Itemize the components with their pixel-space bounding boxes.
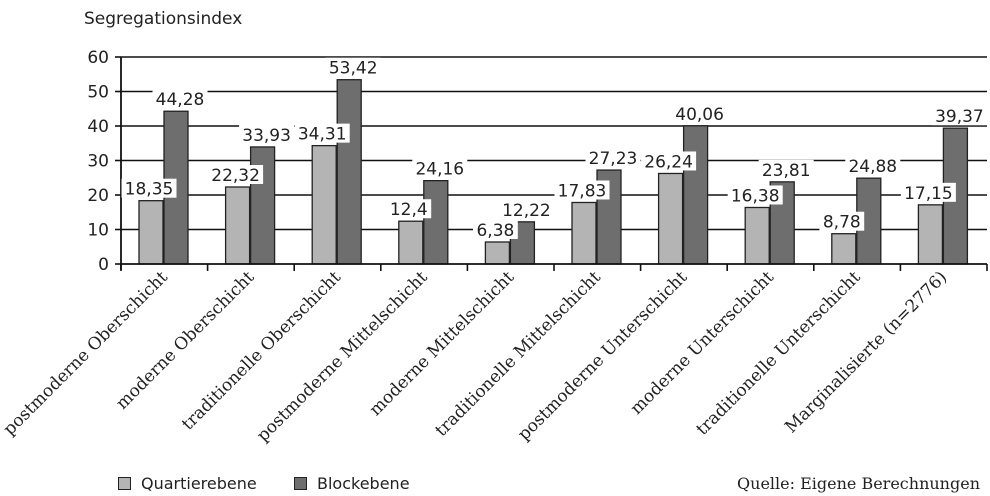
y-tick-label: 50 bbox=[87, 83, 109, 103]
data-label-quartierebene-bg bbox=[386, 199, 432, 219]
data-label-blockebene-bg bbox=[325, 57, 381, 77]
legend-item-blockebene: Blockebene bbox=[294, 473, 410, 493]
source-note: Quelle: Eigene Berechnungen bbox=[737, 474, 980, 493]
y-tick-label: 20 bbox=[87, 186, 109, 206]
axes bbox=[115, 56, 988, 271]
data-label-blockebene-bg bbox=[152, 89, 208, 109]
data-label-blockebene: 40,06 bbox=[675, 105, 724, 125]
x-tick-label: traditionelle Mittelschicht bbox=[431, 267, 605, 441]
bar-quartierebene bbox=[917, 204, 944, 265]
data-label-quartierebene: 8,78 bbox=[823, 213, 861, 233]
data-label-blockebene-bg bbox=[498, 199, 554, 219]
bar-blockebene bbox=[423, 179, 449, 265]
x-tick-label: moderne Mittelschicht bbox=[366, 267, 519, 420]
y-tick-label: 10 bbox=[87, 221, 109, 241]
data-label-blockebene: 23,81 bbox=[762, 161, 811, 181]
y-tick-label: 0 bbox=[98, 255, 109, 275]
data-label-quartierebene-bg bbox=[121, 178, 177, 198]
x-tick-label: Marginalisierte (n=2776) bbox=[781, 267, 951, 437]
data-label-quartierebene: 26,24 bbox=[644, 152, 693, 172]
bar-quartierebene bbox=[831, 233, 857, 265]
y-tick-label: 60 bbox=[87, 48, 109, 68]
bar-blockebene bbox=[682, 125, 709, 265]
bar-quartierebene bbox=[571, 201, 597, 265]
x-tick-label: moderne Unterschicht bbox=[627, 267, 778, 418]
bar-quartierebene bbox=[311, 144, 337, 265]
legend-label-blockebene: Blockebene bbox=[317, 473, 410, 493]
x-tick-label: traditionelle Oberschicht bbox=[178, 267, 345, 434]
legend-label-quartierebene: Quartierebene bbox=[141, 473, 257, 493]
data-label-blockebene: 12,22 bbox=[502, 201, 551, 221]
x-tick-label: traditionelle Unterschicht bbox=[692, 267, 864, 439]
data-label-quartierebene-bg bbox=[900, 182, 956, 202]
data-label-quartierebene-bg bbox=[727, 185, 783, 205]
data-labels: 18,35 44,28 22,32 33,93 34,31 53,42 12,4 24,16 6… bbox=[121, 57, 987, 241]
data-label-quartierebene-bg bbox=[208, 164, 264, 184]
data-label-quartierebene-bg bbox=[819, 211, 865, 231]
data-label-blockebene-bg bbox=[239, 124, 295, 144]
y-tick-label: 40 bbox=[87, 117, 109, 137]
data-label-blockebene-bg bbox=[845, 156, 901, 176]
data-label-blockebene: 27,23 bbox=[589, 149, 638, 169]
legend-swatch-quartierebene bbox=[118, 476, 131, 490]
x-tick-label: postmoderne Unterschicht bbox=[514, 267, 691, 444]
y-axis-title: Segregationsindex bbox=[84, 9, 242, 29]
y-tick-label: 30 bbox=[87, 152, 109, 172]
data-label-quartierebene: 34,31 bbox=[298, 125, 347, 145]
data-label-blockebene: 39,37 bbox=[935, 107, 984, 127]
data-label-quartierebene: 6,38 bbox=[476, 221, 514, 241]
data-label-blockebene: 24,16 bbox=[415, 160, 464, 180]
data-label-quartierebene: 16,38 bbox=[731, 186, 780, 206]
data-label-quartierebene-bg bbox=[294, 123, 350, 143]
bar-quartierebene bbox=[744, 206, 770, 265]
data-label-blockebene: 33,93 bbox=[242, 126, 291, 146]
data-label-blockebene-bg bbox=[585, 148, 641, 168]
legend-swatch-blockebene bbox=[294, 476, 307, 490]
legend-item-quartierebene: Quartierebene bbox=[118, 473, 257, 493]
data-label-quartierebene-bg bbox=[473, 219, 518, 239]
data-label-blockebene-bg bbox=[412, 158, 468, 178]
data-label-blockebene: 53,42 bbox=[329, 59, 378, 79]
data-label-quartierebene: 17,83 bbox=[558, 181, 607, 201]
data-label-blockebene-bg bbox=[758, 159, 814, 179]
bar-quartierebene bbox=[398, 220, 424, 265]
bar-quartierebene bbox=[138, 200, 164, 265]
data-label-blockebene: 44,28 bbox=[156, 90, 205, 110]
x-tick-label: moderne Oberschicht bbox=[112, 267, 258, 413]
y-tick-labels: 0 10 20 30 40 50 60 bbox=[87, 48, 109, 275]
data-label-quartierebene-bg bbox=[554, 180, 610, 200]
x-tick-label: postmoderne Oberschicht bbox=[0, 267, 172, 439]
data-label-blockebene-bg bbox=[672, 103, 728, 123]
data-label-quartierebene: 17,15 bbox=[904, 184, 953, 204]
bar-quartierebene bbox=[657, 172, 684, 265]
data-label-quartierebene: 22,32 bbox=[211, 166, 260, 186]
bar-blockebene bbox=[336, 79, 362, 265]
data-label-blockebene-bg bbox=[931, 106, 987, 126]
data-label-quartierebene-bg bbox=[641, 151, 697, 171]
data-label-quartierebene: 12,4 bbox=[390, 200, 428, 220]
bar-blockebene bbox=[249, 146, 276, 265]
bar-blockebene bbox=[509, 221, 536, 265]
bar-quartierebene bbox=[224, 186, 251, 265]
x-tick-label: postmoderne Mittelschicht bbox=[253, 267, 432, 446]
bars bbox=[138, 79, 969, 265]
data-label-quartierebene: 18,35 bbox=[125, 180, 174, 200]
bar-quartierebene bbox=[484, 241, 511, 265]
data-label-blockebene: 24,88 bbox=[848, 157, 897, 177]
